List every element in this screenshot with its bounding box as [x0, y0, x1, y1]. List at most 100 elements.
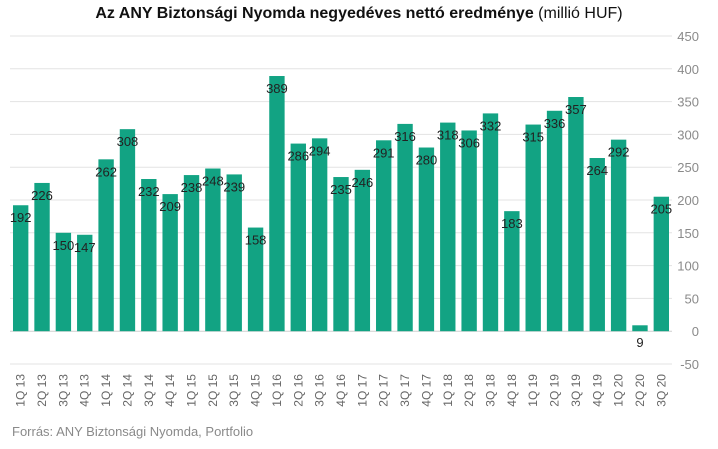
- chart-title-main: Az ANY Biztonsági Nyomda negyedéves nett…: [95, 5, 534, 22]
- data-label: 248: [202, 174, 224, 189]
- y-tick-label: 450: [677, 29, 699, 44]
- bar: [98, 159, 114, 332]
- x-tick-label: 1Q 16: [270, 374, 284, 407]
- y-tick-label: 200: [677, 193, 699, 208]
- bar: [461, 130, 477, 332]
- bar: [610, 139, 627, 332]
- data-label: 209: [159, 199, 181, 214]
- x-tick-label: 3Q 13: [56, 374, 70, 407]
- bar: [589, 158, 605, 332]
- x-tick-label: 2Q 14: [120, 374, 134, 407]
- x-tick-label: 3Q 18: [483, 374, 497, 407]
- y-tick-label: 50: [685, 291, 699, 306]
- data-label: 389: [266, 81, 288, 96]
- bar: [568, 97, 584, 332]
- data-label: 192: [10, 210, 32, 225]
- x-tick-label: 2Q 15: [206, 374, 220, 407]
- data-label: 264: [586, 163, 608, 178]
- y-tick-label: 250: [677, 160, 699, 175]
- bar: [354, 169, 371, 332]
- data-label: 357: [565, 102, 587, 117]
- chart-title: Az ANY Biztonsági Nyomda negyedéves nett…: [0, 5, 718, 23]
- y-axis: -50 0 50 100 150 200 250 300 350 400 450: [677, 29, 699, 372]
- data-label: 332: [480, 118, 502, 133]
- x-tick-label: 3Q 17: [398, 374, 412, 407]
- x-tick-label: 1Q 17: [355, 374, 369, 407]
- x-tick-label: 1Q 18: [441, 374, 455, 407]
- data-label: 336: [544, 116, 566, 131]
- data-label: 205: [650, 202, 672, 217]
- bar: [376, 140, 392, 332]
- x-tick-label: 2Q 17: [377, 374, 391, 407]
- data-label: 318: [437, 128, 459, 143]
- x-tick-label: 2Q 13: [35, 374, 49, 407]
- x-tick-label: 4Q 14: [163, 374, 177, 407]
- y-tick-label: -50: [680, 357, 699, 372]
- bar: [183, 175, 200, 332]
- bar: [141, 179, 157, 332]
- data-label: 150: [53, 238, 75, 253]
- bar: [525, 124, 541, 332]
- bar: [205, 168, 221, 332]
- bar: [119, 129, 136, 332]
- x-tick-label: 3Q 14: [142, 374, 156, 407]
- data-label: 239: [223, 179, 245, 194]
- y-tick-label: 300: [677, 127, 699, 142]
- bar: [333, 177, 349, 332]
- bar: [34, 182, 50, 332]
- data-label: 246: [352, 175, 374, 190]
- bar: [632, 325, 648, 332]
- bar: [269, 76, 285, 332]
- x-tick-label: 4Q 18: [505, 374, 519, 407]
- x-tick-label: 3Q 15: [227, 374, 241, 407]
- y-tick-label: 150: [677, 226, 699, 241]
- x-axis: 1Q 13 2Q 13 3Q 13 4Q 13 1Q 14 2Q 14 3Q 14 4Q 14…: [14, 374, 669, 407]
- x-tick-label: 4Q 19: [590, 374, 604, 407]
- y-tick-label: 100: [677, 259, 699, 274]
- bar: [55, 232, 72, 332]
- data-label: 286: [287, 149, 309, 164]
- data-label: 262: [95, 164, 117, 179]
- data-label: 316: [394, 129, 416, 144]
- bar: [162, 194, 178, 332]
- data-label: 291: [373, 145, 395, 160]
- bar: [482, 113, 499, 332]
- data-label: 158: [245, 233, 267, 248]
- bars: [12, 76, 670, 332]
- bar: [290, 143, 306, 332]
- data-label: 183: [501, 216, 523, 231]
- x-tick-label: 4Q 17: [419, 374, 433, 407]
- bar: [226, 174, 242, 332]
- data-label: 306: [458, 135, 480, 150]
- x-tick-label: 3Q 20: [654, 374, 668, 407]
- x-tick-label: 2Q 19: [548, 374, 562, 407]
- bar: [77, 234, 93, 332]
- data-label: 308: [117, 134, 139, 149]
- data-label: 226: [31, 188, 53, 203]
- bar: [311, 138, 328, 332]
- data-label: 280: [416, 153, 438, 168]
- bar: [653, 196, 670, 332]
- data-label: 315: [522, 130, 544, 145]
- x-tick-label: 2Q 18: [462, 374, 476, 407]
- x-tick-label: 4Q 16: [334, 374, 348, 407]
- chart-title-unit: (millió HUF): [538, 5, 623, 22]
- data-label: 232: [138, 184, 160, 199]
- bar: [546, 110, 563, 332]
- y-tick-label: 0: [692, 324, 699, 339]
- y-tick-label: 350: [677, 95, 699, 110]
- x-tick-label: 3Q 16: [313, 374, 327, 407]
- x-tick-label: 3Q 19: [569, 374, 583, 407]
- x-tick-label: 2Q 16: [291, 374, 305, 407]
- data-label: 9: [636, 335, 643, 350]
- data-label: 147: [74, 240, 96, 255]
- bar: [397, 123, 413, 332]
- data-label: 238: [181, 180, 203, 195]
- x-tick-label: 1Q 14: [99, 374, 113, 407]
- bar: [247, 227, 264, 332]
- data-label: 292: [608, 145, 630, 160]
- x-tick-label: 4Q 13: [78, 374, 92, 407]
- x-tick-label: 1Q 19: [526, 374, 540, 407]
